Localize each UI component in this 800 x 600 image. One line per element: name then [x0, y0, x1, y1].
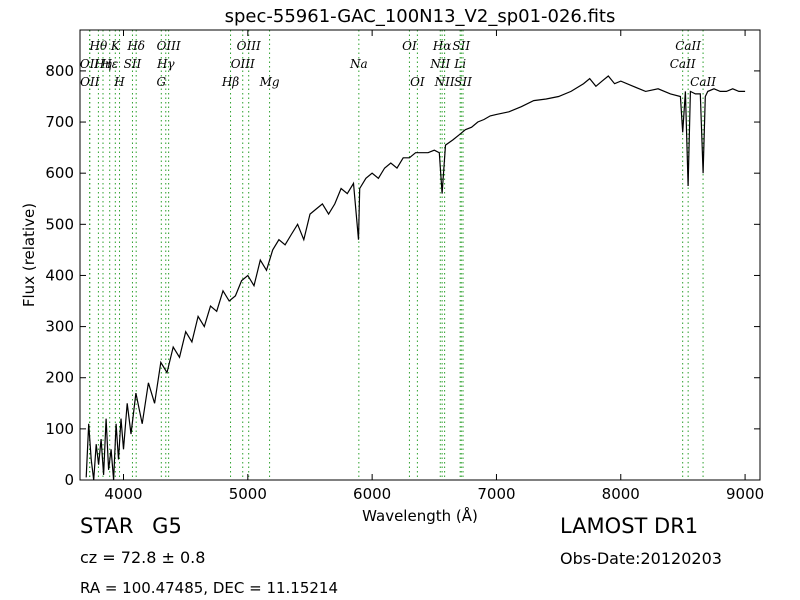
- line-label-1: K: [110, 39, 121, 53]
- y-tick-label-4: 400: [45, 266, 74, 284]
- line-label-11: SII: [124, 57, 142, 71]
- x-tick-label-0: 4000: [104, 485, 142, 503]
- line-label-12: Hγ: [156, 57, 175, 71]
- line-label-23: Na: [349, 57, 368, 71]
- spectrum-line: [85, 75, 746, 481]
- line-label-21: Hβ: [221, 75, 239, 89]
- x-tick-label-1: 5000: [229, 485, 267, 503]
- line-label-24: OI: [410, 75, 425, 89]
- line-label-25: NII: [434, 75, 455, 89]
- chart-title: spec-55961-GAC_100N13_V2_sp01-026.fits: [225, 6, 616, 27]
- line-label-18: OII: [80, 75, 100, 89]
- line-label-26: SII: [454, 75, 472, 89]
- line-label-7: SII: [452, 39, 470, 53]
- line-label-15: CaII: [670, 57, 696, 71]
- line-label-8: CaII: [675, 39, 701, 53]
- line-label-0: Hθ: [89, 39, 108, 53]
- y-tick-label-8: 800: [45, 62, 74, 80]
- x-tick-label-2: 6000: [353, 485, 391, 503]
- line-label-14: Li: [453, 57, 466, 71]
- x-axis-label: Wavelength (Å): [362, 506, 478, 525]
- line-label-10: Hε: [100, 57, 118, 71]
- y-tick-label-5: 500: [45, 215, 74, 233]
- object-class: STAR G5: [80, 514, 182, 538]
- line-label-16: Hη: [93, 57, 112, 71]
- line-label-27: CaII: [690, 75, 716, 89]
- line-label-17: OIII: [231, 57, 255, 71]
- line-label-5: OI: [402, 39, 417, 53]
- y-tick-label-0: 0: [64, 471, 74, 489]
- x-tick-label-4: 8000: [602, 485, 640, 503]
- obs-date-label: Obs-Date:20120203: [560, 549, 722, 568]
- line-label-2: Hδ: [126, 39, 145, 53]
- x-tick-label-3: 7000: [477, 485, 515, 503]
- y-tick-label-6: 600: [45, 164, 74, 182]
- y-tick-label-7: 700: [45, 113, 74, 131]
- y-axis: 0 100 200 300 400 500 600 700 800: [45, 62, 760, 489]
- subclass-label: G5: [152, 514, 182, 538]
- x-axis: 4000 5000 6000 7000 8000 9000: [104, 30, 764, 503]
- line-label-4: OIII: [237, 39, 261, 53]
- line-label-9: OII: [80, 57, 100, 71]
- line-label-22: Mg: [259, 75, 280, 89]
- plot-frame: [79, 29, 761, 481]
- line-label-6: Hα: [432, 39, 452, 53]
- y-tick-label-1: 100: [45, 420, 74, 438]
- coordinates-label: RA = 100.47485, DEC = 11.15214: [80, 579, 339, 597]
- x-tick-label-5: 9000: [726, 485, 764, 503]
- class-label: STAR: [80, 514, 134, 538]
- line-label-19: H: [113, 75, 125, 89]
- line-label-3: OIII: [157, 39, 181, 53]
- y-tick-label-2: 200: [45, 369, 74, 387]
- line-label-13: NII: [429, 57, 450, 71]
- y-tick-label-3: 300: [45, 318, 74, 336]
- line-label-20: G: [157, 75, 167, 89]
- redshift-label: cz = 72.8 ± 0.8: [80, 548, 206, 567]
- y-axis-label: Flux (relative): [20, 203, 38, 307]
- survey-label: LAMOST DR1: [560, 514, 699, 538]
